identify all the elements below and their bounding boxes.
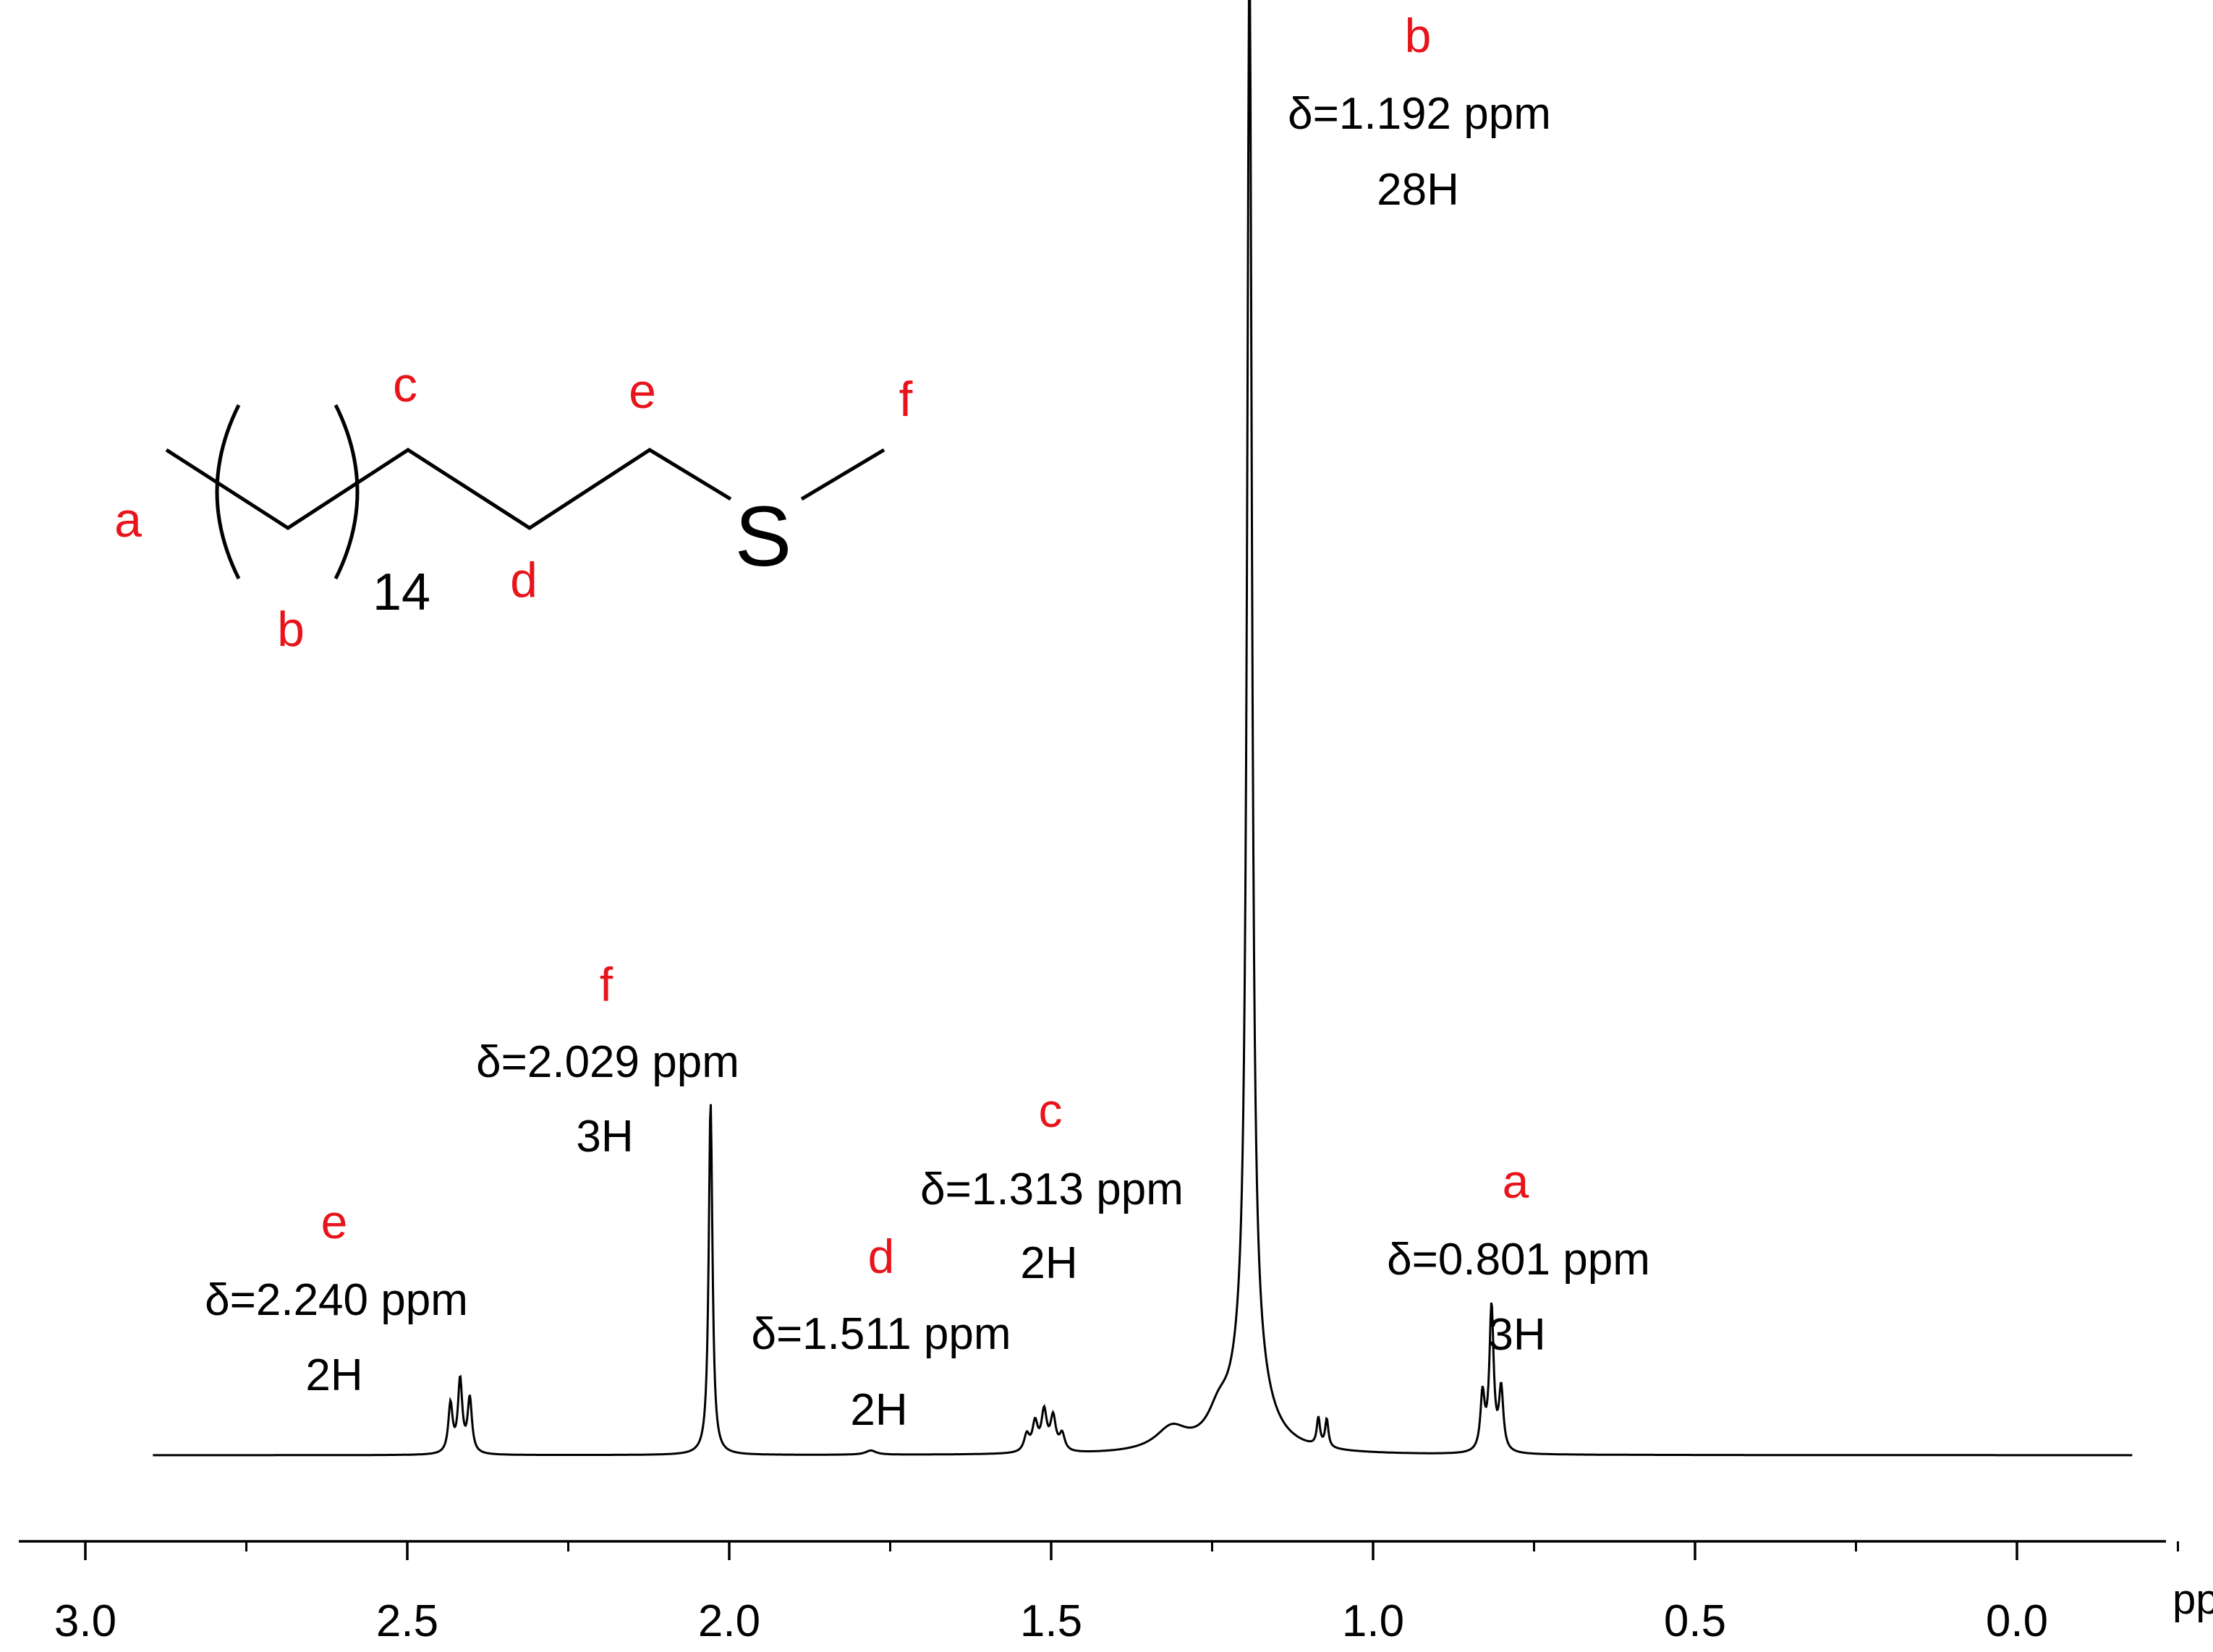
structure-label-e: e [629,364,656,419]
peak-shift-d: δ=1.511 ppm [751,1309,1011,1359]
x-axis-unit-label: ppm [2172,1576,2213,1623]
structure-label-b: b [277,602,305,657]
repeat-bracket-right [334,404,360,580]
peak-shift-b: δ=1.192 ppm [1288,89,1551,139]
peak-shift-c: δ=1.313 ppm [920,1165,1184,1214]
peak-letter-f: f [600,958,613,1011]
structure-label-c: c [393,357,417,412]
spectrum-trace [153,0,2133,1457]
peak-protons-d: 2H [850,1385,907,1435]
x-axis: 3.0 2.5 2.0 1.5 1.0 0.5 0.0 ppm [19,1540,2213,1646]
structure-label-d: d [510,553,538,608]
structure-label-a: a [114,493,142,548]
peak-letter-e: e [321,1195,348,1248]
peak-protons-f: 3H [576,1112,633,1162]
x-axis-ticks: 3.0 2.5 2.0 1.5 1.0 0.5 0.0 [54,1541,2179,1646]
molecular-structure: 14 S a b c d e f [114,357,912,657]
x-tick-label: 2.5 [376,1596,438,1646]
carbon-chain [165,448,732,530]
peak-letter-a: a [1503,1154,1529,1208]
structure-label-f: f [899,372,913,427]
peak-shift-e: δ=2.240 ppm [205,1275,468,1325]
x-tick-label: 0.5 [1664,1596,1726,1646]
peak-protons-c: 2H [1020,1238,1077,1288]
peak-annotations: b δ=1.192 ppm 28H f δ=2.029 ppm 3H c δ=1… [205,9,1650,1435]
repeat-bracket-left [215,404,241,580]
repeat-count: 14 [373,563,430,621]
x-tick-label: 2.0 [698,1596,760,1646]
peak-protons-e: 2H [305,1350,362,1400]
x-tick-label: 0.0 [1986,1596,2048,1646]
x-tick-label: 1.0 [1342,1596,1404,1646]
peak-shift-f: δ=2.029 ppm [476,1037,739,1087]
peak-letter-c: c [1039,1083,1063,1137]
peak-protons-b: 28H [1377,165,1459,215]
x-tick-label: 1.5 [1020,1596,1082,1646]
sulfur-atom: S [735,489,792,584]
s-methyl-bond [800,448,885,501]
x-tick-label: 3.0 [54,1596,116,1646]
peak-protons-a: 3H [1488,1310,1545,1360]
peak-letter-b: b [1405,9,1432,62]
peak-shift-a: δ=0.801 ppm [1387,1235,1650,1285]
peak-letter-d: d [868,1230,895,1283]
